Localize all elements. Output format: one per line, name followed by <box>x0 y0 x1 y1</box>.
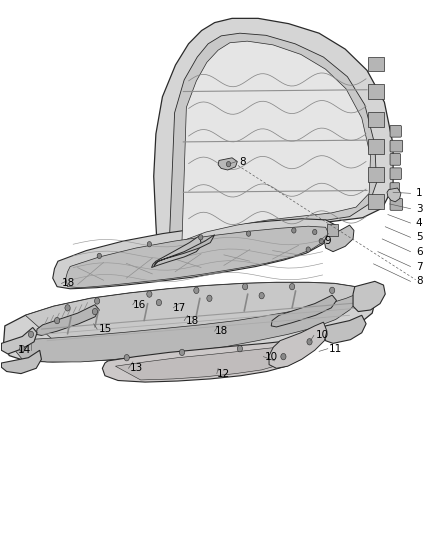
Polygon shape <box>324 225 354 252</box>
Text: 3: 3 <box>416 204 423 214</box>
Polygon shape <box>323 316 366 343</box>
Polygon shape <box>1 350 42 374</box>
Circle shape <box>147 291 152 297</box>
Polygon shape <box>353 281 385 312</box>
Circle shape <box>54 317 60 324</box>
Circle shape <box>292 228 296 233</box>
Circle shape <box>319 238 323 244</box>
Circle shape <box>65 305 70 311</box>
Text: 17: 17 <box>173 303 187 313</box>
Text: 18: 18 <box>185 316 199 326</box>
Circle shape <box>290 284 295 290</box>
Text: 4: 4 <box>416 218 423 228</box>
Bar <box>368 56 384 71</box>
Polygon shape <box>1 327 37 354</box>
FancyBboxPatch shape <box>390 199 403 211</box>
Circle shape <box>194 287 199 294</box>
Text: 15: 15 <box>99 324 112 334</box>
Text: 9: 9 <box>325 236 331 246</box>
Polygon shape <box>36 305 99 335</box>
Text: 1: 1 <box>416 188 423 198</box>
Bar <box>368 84 384 99</box>
Text: 16: 16 <box>133 300 146 310</box>
Text: 10: 10 <box>316 330 329 341</box>
Circle shape <box>329 287 335 294</box>
Polygon shape <box>154 18 393 261</box>
Circle shape <box>180 349 185 356</box>
Circle shape <box>156 300 162 306</box>
Bar <box>368 195 384 209</box>
Text: 18: 18 <box>62 278 75 288</box>
Circle shape <box>247 231 251 236</box>
Bar <box>368 139 384 154</box>
Bar <box>368 112 384 126</box>
Circle shape <box>147 241 152 247</box>
Circle shape <box>306 247 311 252</box>
Text: 10: 10 <box>265 352 278 361</box>
Text: 7: 7 <box>416 262 423 271</box>
Circle shape <box>313 229 317 235</box>
Polygon shape <box>102 340 311 382</box>
FancyBboxPatch shape <box>390 168 401 180</box>
Polygon shape <box>152 236 201 268</box>
Circle shape <box>259 293 264 299</box>
Text: 6: 6 <box>416 247 423 257</box>
FancyBboxPatch shape <box>390 183 399 195</box>
Circle shape <box>243 284 248 290</box>
Polygon shape <box>25 282 369 340</box>
Polygon shape <box>116 346 303 380</box>
Polygon shape <box>218 158 237 170</box>
FancyBboxPatch shape <box>390 125 401 137</box>
Text: 8: 8 <box>416 276 423 286</box>
Polygon shape <box>4 282 375 362</box>
Bar <box>368 167 384 182</box>
Polygon shape <box>269 322 327 368</box>
Circle shape <box>95 298 100 304</box>
Polygon shape <box>53 219 336 289</box>
Text: 13: 13 <box>130 364 143 373</box>
Bar <box>327 224 338 236</box>
Polygon shape <box>154 235 215 266</box>
Circle shape <box>307 338 312 345</box>
Polygon shape <box>387 188 401 202</box>
Polygon shape <box>182 41 371 241</box>
Circle shape <box>281 353 286 360</box>
Circle shape <box>226 161 231 167</box>
Polygon shape <box>66 226 328 288</box>
Circle shape <box>237 345 243 352</box>
Circle shape <box>20 345 25 352</box>
Polygon shape <box>169 33 377 252</box>
Text: 18: 18 <box>215 326 228 336</box>
Circle shape <box>124 354 129 361</box>
Polygon shape <box>271 295 336 327</box>
FancyBboxPatch shape <box>390 140 403 152</box>
Circle shape <box>97 253 102 259</box>
Text: 5: 5 <box>416 232 423 243</box>
Text: 14: 14 <box>18 345 31 356</box>
Circle shape <box>28 331 34 337</box>
Text: 8: 8 <box>240 157 246 166</box>
Polygon shape <box>9 292 362 362</box>
Circle shape <box>198 235 203 240</box>
Text: 11: 11 <box>329 344 342 354</box>
Circle shape <box>92 309 98 315</box>
Circle shape <box>207 295 212 302</box>
Text: 12: 12 <box>217 369 230 378</box>
FancyBboxPatch shape <box>390 154 400 165</box>
